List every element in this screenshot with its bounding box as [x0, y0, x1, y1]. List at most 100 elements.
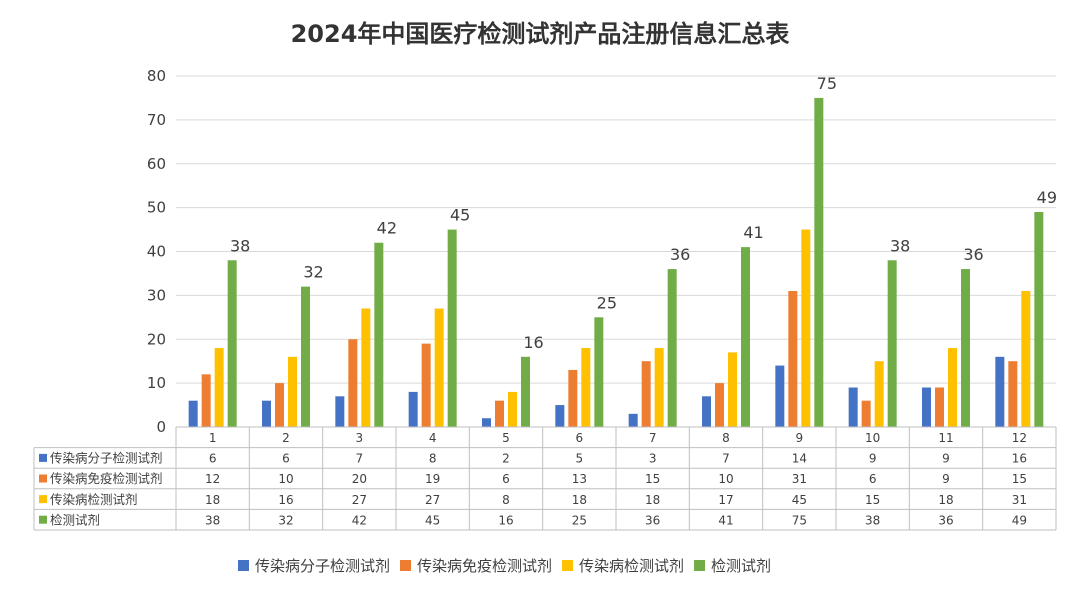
bar — [408, 391, 418, 427]
legend: 传染病分子检测试剂 传染病免疫检测试剂 传染病检测试剂 检测试剂 — [238, 557, 771, 575]
category-label: 9 — [796, 431, 804, 445]
table-series-name: 检测试剂 — [50, 512, 100, 527]
bar — [814, 97, 824, 427]
table-cell: 45 — [425, 513, 440, 527]
data-label: 38 — [890, 236, 910, 255]
bar — [1008, 361, 1018, 427]
y-axis: 0 10 20 30 40 50 60 70 80 — [147, 67, 166, 436]
table-cell: 7 — [356, 452, 364, 466]
bar — [861, 400, 871, 427]
table-cell: 6 — [209, 452, 217, 466]
bar — [961, 269, 970, 427]
table-legend-key — [39, 495, 47, 504]
data-label: 36 — [963, 245, 983, 264]
table-cell: 6 — [502, 472, 510, 486]
table-cell: 27 — [352, 493, 367, 507]
plot-area: 38 32 42 45 16 25 36 41 75 38 36 49 — [188, 74, 1057, 427]
y-tick-label: 10 — [147, 374, 166, 392]
data-label: 36 — [670, 245, 690, 264]
table-cell: 38 — [865, 513, 880, 527]
bar — [654, 348, 664, 427]
legend-key — [238, 560, 249, 571]
bar — [521, 356, 530, 427]
table-legend-key — [39, 515, 47, 524]
table-cell: 16 — [278, 493, 293, 507]
bar — [728, 352, 737, 427]
table-cell: 42 — [352, 513, 367, 527]
bar — [348, 339, 358, 427]
table-cell: 18 — [205, 493, 220, 507]
bar — [288, 356, 297, 427]
bar — [788, 290, 798, 427]
bar — [568, 369, 578, 427]
table-cell: 16 — [498, 513, 513, 527]
table-cell: 10 — [278, 472, 293, 486]
data-label: 75 — [817, 74, 837, 93]
table-cell: 25 — [572, 513, 587, 527]
bar — [801, 229, 811, 427]
y-tick-label: 0 — [156, 418, 166, 436]
table-cell: 31 — [792, 472, 807, 486]
bar — [581, 348, 591, 427]
table-series-name: 传染病分子检测试剂 — [50, 451, 163, 466]
bar — [447, 229, 457, 427]
category-label: 5 — [502, 431, 510, 445]
data-label: 38 — [230, 236, 250, 255]
table-cell: 32 — [278, 513, 293, 527]
table-cell: 16 — [1012, 452, 1027, 466]
legend-key — [694, 560, 706, 571]
category-label: 10 — [865, 431, 880, 445]
table-series-name: 传染病免疫检测试剂 — [50, 471, 163, 486]
bar — [374, 242, 384, 427]
table-cell: 9 — [942, 452, 950, 466]
category-label: 12 — [1012, 431, 1027, 445]
legend-key — [562, 560, 574, 571]
table-cell: 7 — [722, 452, 730, 466]
table-cell: 2 — [502, 452, 510, 466]
table-cell: 18 — [938, 493, 953, 507]
bar — [628, 413, 638, 427]
bar — [775, 365, 785, 427]
bar — [715, 383, 724, 427]
category-label: 7 — [649, 431, 657, 445]
table-cell: 15 — [645, 472, 660, 486]
bar — [421, 343, 431, 427]
table-cell: 5 — [576, 452, 584, 466]
bar — [188, 400, 198, 427]
bar — [702, 396, 711, 427]
data-label: 25 — [597, 293, 617, 312]
bar — [741, 247, 750, 427]
bar — [948, 348, 957, 427]
bar — [361, 308, 371, 427]
table-cell: 20 — [352, 472, 367, 486]
y-tick-label: 50 — [147, 199, 166, 217]
bar — [275, 383, 284, 427]
category-label: 11 — [938, 431, 953, 445]
table-cell: 38 — [205, 513, 220, 527]
bar — [482, 418, 491, 427]
bar — [434, 308, 444, 427]
bar — [227, 260, 237, 427]
bar — [301, 286, 310, 427]
table-cell: 41 — [718, 513, 733, 527]
category-label: 3 — [356, 431, 364, 445]
table-legend-key — [39, 453, 47, 462]
table-cell: 19 — [425, 472, 440, 486]
data-label: 41 — [743, 223, 763, 242]
category-label: 2 — [282, 431, 290, 445]
category-label: 8 — [722, 431, 730, 445]
table-cell: 10 — [718, 472, 733, 486]
table-cell: 13 — [572, 472, 587, 486]
table-cell: 15 — [1012, 472, 1027, 486]
table-cell: 18 — [572, 493, 587, 507]
y-tick-label: 30 — [147, 286, 166, 304]
bar — [214, 348, 224, 427]
data-label: 16 — [523, 333, 543, 352]
bar — [495, 400, 504, 427]
table-cell: 12 — [205, 472, 220, 486]
legend-label: 传染病免疫检测试剂 — [417, 557, 552, 575]
bar — [262, 400, 271, 427]
data-label: 32 — [303, 263, 323, 282]
table-cell: 36 — [645, 513, 660, 527]
category-label: 1 — [209, 431, 217, 445]
